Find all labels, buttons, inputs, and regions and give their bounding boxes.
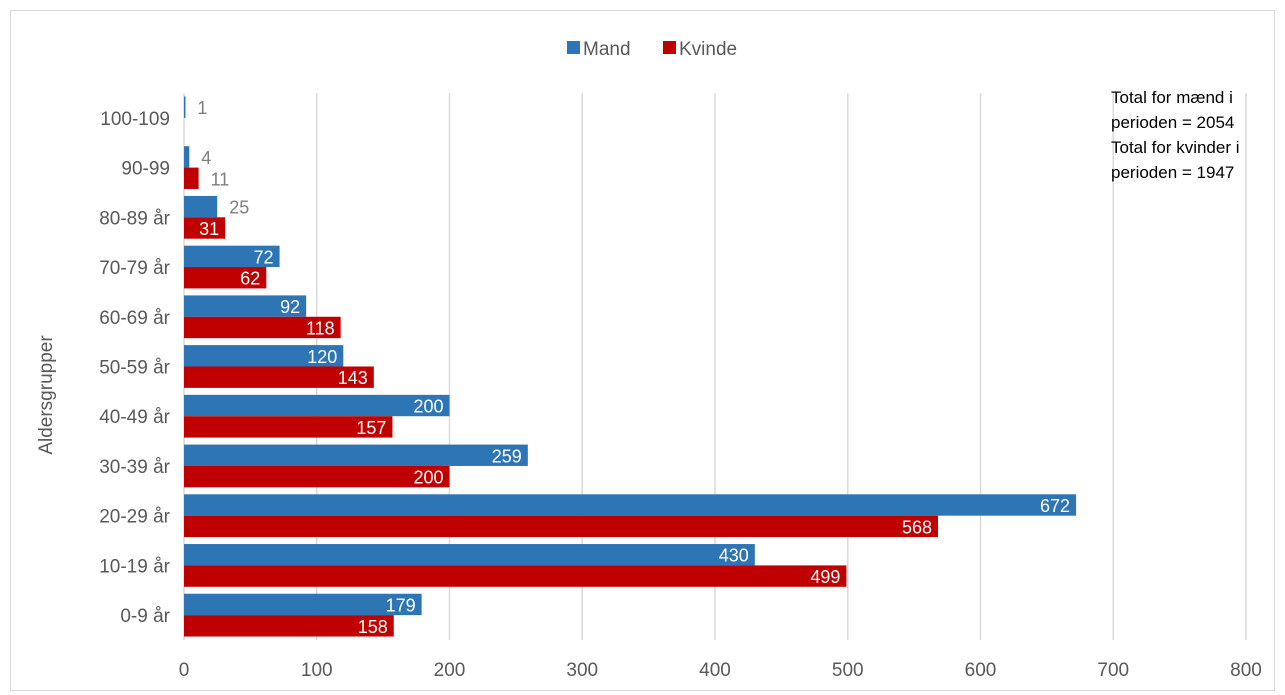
x-tick-label: 700: [1097, 660, 1129, 681]
bar-mand: [184, 295, 307, 317]
y-category-label: 60-69 år: [99, 308, 170, 329]
bar-data-label: 31: [199, 219, 219, 239]
totals-annotation: Total for mænd i perioden = 2054 Total for…: [1111, 88, 1240, 182]
y-axis-title: Aldersgrupper: [36, 335, 57, 455]
bar-mand: [184, 444, 528, 466]
bar-mand: [184, 345, 344, 367]
bar-kvinde: [184, 615, 394, 637]
bar-data-label: 200: [413, 468, 443, 488]
annotation-line: Total for mænd i: [1111, 88, 1233, 107]
bar-kvinde: [184, 366, 374, 388]
bar-data-label: 62: [240, 269, 260, 289]
x-tick-label: 600: [965, 660, 997, 681]
bar-mand: [184, 146, 190, 168]
x-tick-label: 300: [566, 660, 598, 681]
bar-data-label: 568: [902, 517, 932, 537]
y-category-label: 90-99: [121, 159, 170, 180]
bar-data-label: 179: [386, 595, 416, 615]
bar-mand: [184, 394, 450, 417]
bar-data-label: 499: [810, 567, 840, 587]
y-category-label: 0-9 år: [120, 606, 170, 627]
bar-data-label: 92: [280, 297, 300, 317]
bar-data-label: 430: [719, 546, 749, 566]
y-category-label: 40-49 år: [99, 407, 170, 428]
x-tick-label: 200: [434, 660, 466, 681]
bar-data-label: 11: [211, 169, 230, 189]
bar-data-label: 143: [338, 368, 368, 388]
y-axis-categories: 0-9 år 10-19 år 20-29 år 30-39 år 40-49 år 50…: [99, 109, 170, 627]
bar-kvinde: [184, 267, 267, 289]
bar-mand: [184, 245, 280, 268]
y-category-label: 10-19 år: [99, 556, 170, 577]
bar-kvinde: [184, 416, 393, 438]
bar-data-label: 158: [358, 617, 388, 637]
bar-kvinde: [184, 465, 450, 488]
x-tick-label: 800: [1230, 660, 1262, 681]
y-category-label: 30-39 år: [99, 457, 170, 478]
y-category-label: 70-79 år: [99, 258, 170, 279]
x-tick-label: 500: [832, 660, 864, 681]
annotation-line: perioden = 2054: [1111, 113, 1234, 132]
y-category-label: 50-59 år: [99, 358, 170, 379]
bar-data-labels: 1791584304996725682592002001571201439211…: [197, 98, 1070, 637]
bar-kvinde: [184, 316, 341, 339]
bar-data-label: 120: [307, 347, 337, 367]
bar-mand: [184, 593, 422, 616]
x-tick-label: 0: [179, 660, 190, 681]
bar-kvinde: [184, 515, 939, 538]
bar-data-label: 4: [201, 148, 211, 168]
bar-kvinde: [184, 167, 199, 189]
x-tick-label: 400: [699, 660, 731, 681]
bar-data-label: 118: [306, 318, 335, 338]
bar-data-label: 25: [229, 198, 249, 218]
annotation-line: perioden = 1947: [1111, 163, 1234, 182]
bar-kvinde: [184, 217, 226, 239]
legend-swatch: [567, 41, 580, 54]
bar-mand: [184, 96, 186, 118]
bar-mand: [184, 494, 1077, 516]
annotation-line: Total for kvinder i: [1111, 138, 1240, 157]
x-tick-label: 100: [301, 660, 333, 681]
y-category-label: 100-109: [100, 109, 170, 130]
y-category-label: 80-89 år: [99, 208, 170, 229]
bar-kvinde: [184, 565, 847, 587]
bar-data-label: 72: [254, 247, 274, 267]
bar-data-label: 1: [197, 98, 207, 118]
bar-mand: [184, 195, 218, 218]
legend-swatch: [663, 41, 676, 54]
x-axis-ticks: 0 100 200 300 400 500 600 700 800: [179, 660, 1262, 681]
legend: Mand Kvinde: [567, 39, 737, 60]
bar-data-label: 200: [413, 397, 443, 417]
bar-data-label: 672: [1040, 496, 1070, 516]
bar-mand: [184, 544, 755, 566]
bar-data-label: 259: [492, 446, 522, 466]
legend-label: Kvinde: [679, 39, 737, 60]
bar-data-label: 157: [356, 418, 386, 438]
legend-label: Mand: [583, 39, 631, 60]
bars: [184, 96, 1077, 637]
y-category-label: 20-29 år: [99, 507, 170, 528]
